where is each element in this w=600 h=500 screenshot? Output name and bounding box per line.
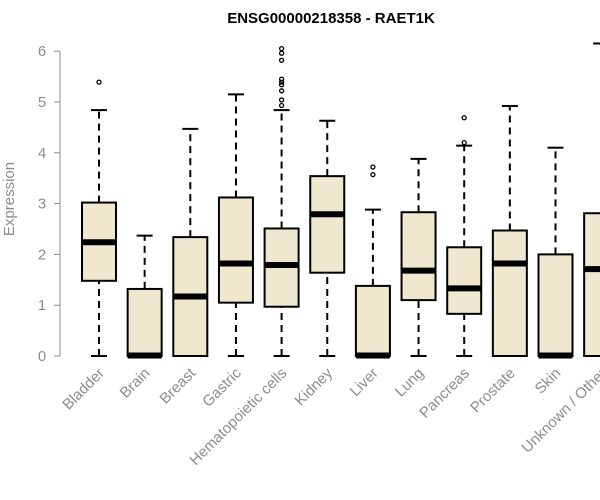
y-tick-label-5: 5 <box>38 94 46 111</box>
y-tick-label-2: 2 <box>38 246 46 263</box>
box-0 <box>81 79 117 357</box>
box-9 <box>491 105 528 358</box>
outlier-4-2 <box>278 88 285 94</box>
y-tick-label-6: 6 <box>38 43 46 60</box>
outlier-4-7 <box>278 50 285 56</box>
outlier-8-1 <box>461 115 467 121</box>
outlier-4-3 <box>278 82 285 88</box>
y-axis-label: Expression <box>1 162 18 236</box>
x-label-2: Breast <box>156 364 199 407</box>
outlier-4-5 <box>278 76 285 82</box>
box-rect-10 <box>537 253 574 357</box>
box-3 <box>217 93 254 357</box>
box-rect-8 <box>446 246 483 315</box>
box-rect-11 <box>583 212 600 357</box>
x-label-0: Bladder <box>59 365 108 414</box>
y-tick-label-1: 1 <box>38 297 46 314</box>
x-label-8: Pancreas <box>416 365 473 422</box>
x-label-1: Brain <box>117 365 154 402</box>
box-6 <box>354 164 391 359</box>
box-rect-1 <box>126 287 163 357</box>
outlier-6-0 <box>370 171 376 178</box>
box-rect-7 <box>400 211 437 302</box>
chart-title: ENSG00000218358 - RAET1K <box>227 10 435 27</box>
x-label-9: Prostate <box>467 365 519 417</box>
box-1 <box>126 234 163 359</box>
x-label-7: Lung <box>392 365 428 401</box>
y-tick-label-4: 4 <box>38 145 46 162</box>
x-label-5: Kidney <box>292 364 337 409</box>
box-8 <box>446 115 483 357</box>
y-axis: 0 1 2 3 4 5 6 <box>38 43 61 365</box>
outlier-4-4 <box>278 79 285 85</box>
x-label-3: Gastric <box>199 364 245 410</box>
outlier-8-0 <box>461 139 467 146</box>
y-tick-label-3: 3 <box>38 196 46 213</box>
box-rect-5 <box>309 175 346 274</box>
outlier-4-8 <box>278 45 285 52</box>
boxes-group <box>81 42 600 359</box>
outlier-4-6 <box>278 57 285 63</box>
box-10 <box>537 146 574 359</box>
box-7 <box>400 157 437 357</box>
box-rect-3 <box>217 196 254 304</box>
x-label-10: Skin <box>532 365 565 398</box>
outlier-4-1 <box>278 97 285 103</box>
box-4 <box>263 45 300 357</box>
box-rect-9 <box>491 229 528 358</box>
box-rect-6 <box>354 284 391 357</box>
x-label-6: Liver <box>347 365 382 400</box>
y-tick-label-0: 0 <box>38 348 46 365</box>
outlier-4-0 <box>278 102 285 109</box>
box-11 <box>583 42 600 357</box>
outlier-0-0 <box>96 79 102 85</box>
box-2 <box>172 127 209 357</box>
outlier-6-1 <box>370 164 376 170</box>
box-5 <box>309 119 346 357</box>
